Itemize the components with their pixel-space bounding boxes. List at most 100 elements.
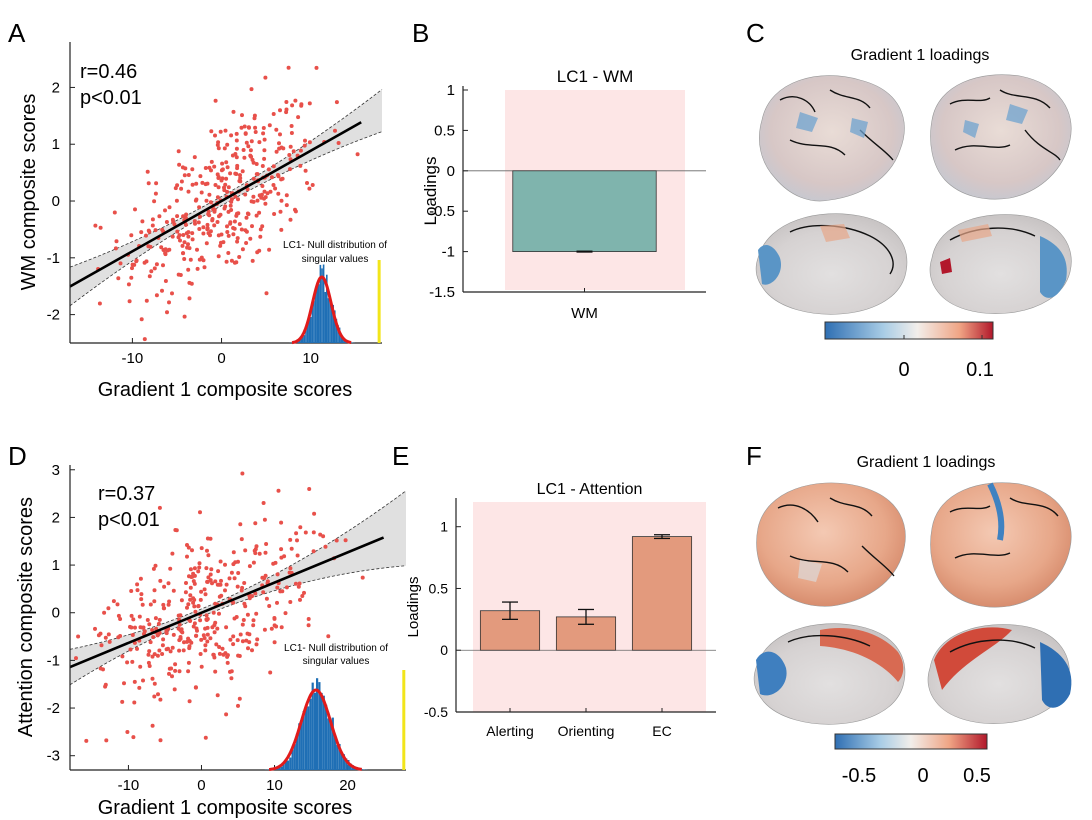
histogram-bar xyxy=(337,325,339,343)
data-point xyxy=(199,190,204,195)
data-point xyxy=(199,664,204,669)
data-point xyxy=(226,251,231,255)
data-point xyxy=(208,578,213,583)
data-point xyxy=(223,128,228,133)
data-point xyxy=(187,699,192,704)
data-point xyxy=(220,161,225,166)
data-point xyxy=(205,632,210,637)
panel-a-inset-label-line1: LC1- Null distribution of xyxy=(283,240,387,251)
data-point xyxy=(229,676,234,681)
data-point xyxy=(158,578,163,583)
data-point xyxy=(288,566,293,571)
y-tick-label: -2 xyxy=(47,307,60,324)
data-point xyxy=(235,236,240,241)
data-point xyxy=(294,531,299,536)
data-point xyxy=(208,200,213,205)
x-tick-label: 0 xyxy=(197,777,205,794)
data-point xyxy=(154,293,159,298)
data-point xyxy=(232,576,237,581)
data-point xyxy=(112,210,117,215)
data-point xyxy=(193,609,198,614)
data-point xyxy=(157,631,162,635)
data-point xyxy=(229,669,234,674)
data-point xyxy=(255,637,260,642)
data-point xyxy=(223,588,227,593)
brain-medial-right xyxy=(929,214,1072,314)
data-point xyxy=(182,240,187,245)
data-point xyxy=(186,234,191,239)
data-point xyxy=(209,159,214,164)
data-point xyxy=(147,622,152,627)
data-point xyxy=(199,637,204,642)
panel-d-inset-label-line1: LC1- Null distribution of xyxy=(284,643,388,654)
panel-f-cbar-tick-2: 0.5 xyxy=(963,765,991,787)
data-point xyxy=(228,171,233,176)
data-point xyxy=(212,630,217,635)
data-point xyxy=(243,604,248,609)
y-tick-label: -2 xyxy=(47,700,60,717)
data-point xyxy=(179,186,184,191)
data-point xyxy=(173,662,178,667)
data-point xyxy=(326,634,331,639)
data-point xyxy=(225,142,230,147)
data-point xyxy=(201,225,206,230)
data-point xyxy=(249,87,254,92)
data-point xyxy=(307,186,312,191)
histogram-bar xyxy=(331,717,334,770)
data-point xyxy=(231,550,236,555)
category-label: EC xyxy=(652,723,671,739)
y-tick-label: 0.5 xyxy=(434,122,455,139)
data-point xyxy=(98,631,103,636)
data-point xyxy=(140,625,145,630)
data-point xyxy=(238,179,243,184)
data-point xyxy=(130,266,134,271)
data-point xyxy=(178,238,182,243)
data-point xyxy=(146,181,151,186)
histogram-bar xyxy=(295,733,299,770)
data-point xyxy=(215,693,220,698)
data-point xyxy=(260,184,265,188)
data-point xyxy=(200,180,205,185)
data-point xyxy=(275,585,280,590)
data-point xyxy=(134,258,139,263)
data-point xyxy=(180,243,185,248)
data-point xyxy=(274,127,279,132)
data-point xyxy=(219,168,224,173)
data-point xyxy=(131,735,136,740)
data-point xyxy=(225,224,229,229)
chart-title: LC1 - Attention xyxy=(537,481,643,498)
data-point xyxy=(155,653,160,658)
data-point xyxy=(216,569,221,574)
data-point xyxy=(251,623,256,628)
data-point xyxy=(238,522,243,527)
data-point xyxy=(205,226,210,231)
data-point xyxy=(299,103,304,108)
data-point xyxy=(276,488,281,493)
data-point xyxy=(203,182,208,187)
data-point xyxy=(243,192,248,197)
data-point xyxy=(243,228,248,233)
data-point xyxy=(150,223,155,228)
data-point xyxy=(274,149,279,154)
panel-d-null-histogram xyxy=(264,670,406,771)
data-point xyxy=(300,594,305,598)
data-point xyxy=(224,625,229,630)
y-tick-label: -1 xyxy=(47,652,60,669)
y-tick-label: -0.5 xyxy=(429,203,455,220)
data-point xyxy=(238,176,243,181)
data-point xyxy=(145,169,150,174)
data-point xyxy=(152,599,157,604)
data-point xyxy=(160,288,164,293)
data-point xyxy=(293,207,297,212)
data-point xyxy=(242,155,247,160)
data-point xyxy=(135,588,140,593)
histogram-bar xyxy=(318,284,320,343)
data-point xyxy=(102,610,107,615)
data-point xyxy=(222,188,227,193)
data-point xyxy=(150,217,155,222)
data-point xyxy=(148,602,153,607)
null-distribution-fit xyxy=(268,688,363,771)
ci-upper-line xyxy=(69,89,383,268)
